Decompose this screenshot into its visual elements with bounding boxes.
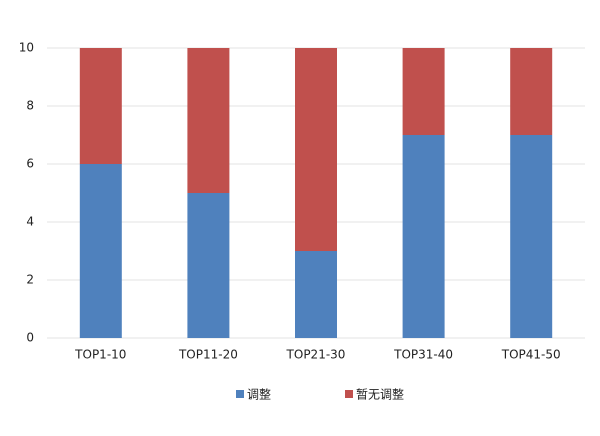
y-tick-label: 8 bbox=[26, 99, 34, 113]
bar-segment bbox=[402, 135, 445, 338]
y-tick-label: 0 bbox=[26, 331, 34, 345]
legend-swatch bbox=[345, 390, 353, 398]
legend-label: 暂无调整 bbox=[356, 387, 404, 402]
y-tick-label: 6 bbox=[26, 157, 34, 171]
bar-segment bbox=[510, 48, 553, 135]
x-tick-label: TOP41-50 bbox=[501, 348, 561, 362]
x-tick-label: TOP21-30 bbox=[286, 348, 346, 362]
bar-segment bbox=[79, 164, 122, 338]
x-tick-label: TOP11-20 bbox=[178, 348, 238, 362]
bar-segment bbox=[295, 251, 337, 338]
x-tick-label: TOP1-10 bbox=[74, 348, 126, 362]
y-tick-label: 2 bbox=[26, 273, 34, 287]
legend-label: 调整 bbox=[247, 387, 271, 402]
x-tick-label: TOP31-40 bbox=[393, 348, 453, 362]
y-tick-label: 10 bbox=[19, 41, 34, 55]
y-tick-label: 4 bbox=[26, 215, 34, 229]
bar-segment bbox=[79, 48, 122, 164]
bar-segment bbox=[187, 193, 230, 338]
bar-segment bbox=[295, 48, 337, 251]
legend-swatch bbox=[236, 390, 244, 398]
bar-segment bbox=[187, 48, 230, 193]
bar-segment bbox=[510, 135, 553, 338]
bar-segment bbox=[402, 48, 445, 135]
